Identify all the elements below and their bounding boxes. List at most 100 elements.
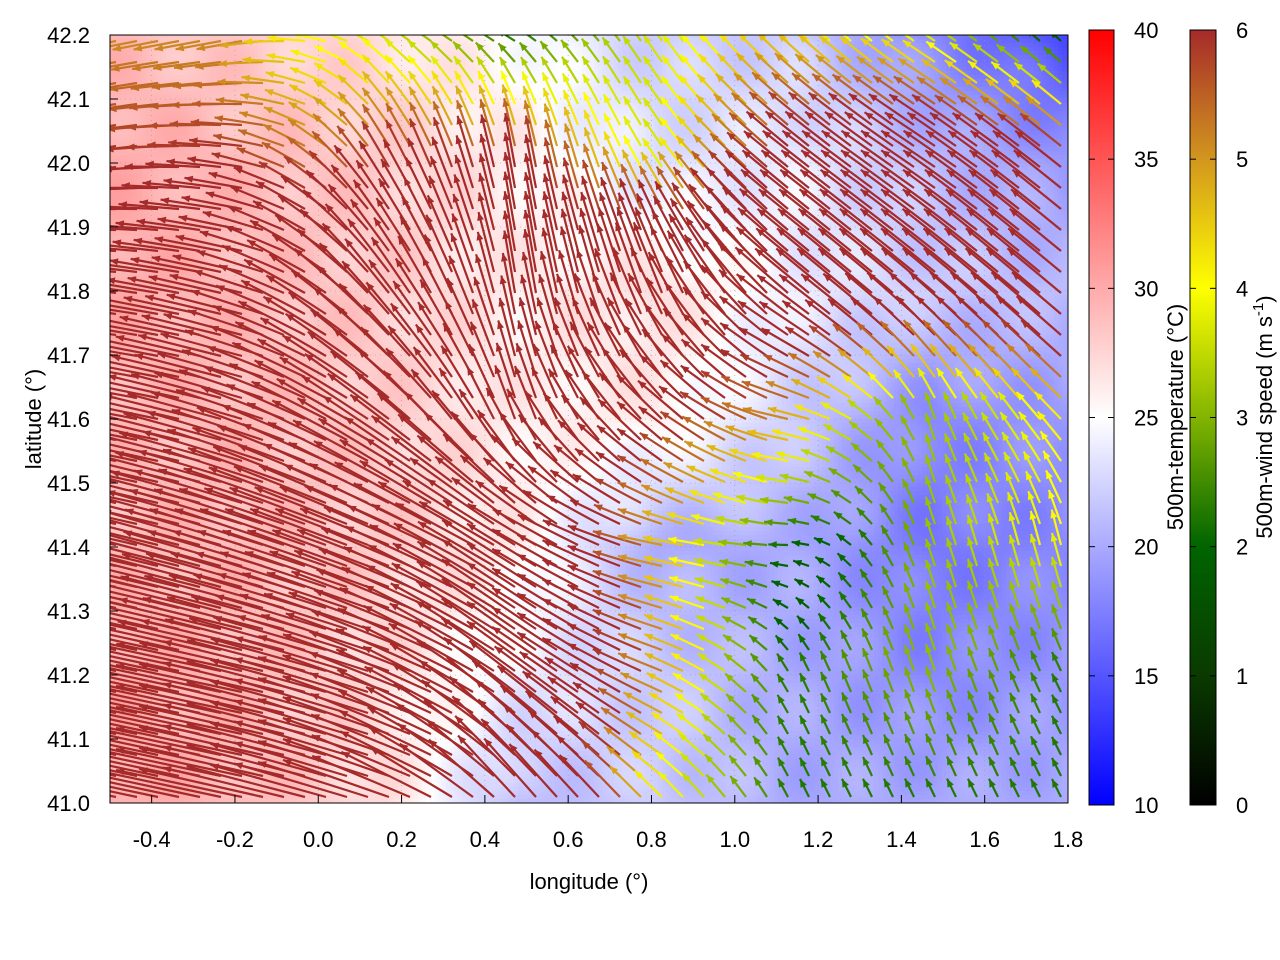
wind-arrow-head <box>1003 96 1012 105</box>
wind-arrow-shaft <box>719 322 768 357</box>
wind-arrow <box>924 149 978 189</box>
wind-arrow-head <box>162 661 172 668</box>
wind-arrow <box>790 378 831 399</box>
wind-arrow-head <box>544 119 551 129</box>
wind-arrow-head <box>58 512 67 519</box>
wind-arrow <box>822 423 852 441</box>
wind-arrow-head <box>600 177 608 187</box>
wind-arrow <box>987 535 1000 567</box>
wind-arrow <box>121 552 243 589</box>
wind-arrow-head <box>479 114 487 124</box>
wind-arrow-head <box>431 136 439 146</box>
wind-arrow-head <box>736 274 746 283</box>
wind-arrow-head <box>294 550 304 557</box>
wind-arrow <box>861 734 874 756</box>
wind-arrow-shaft <box>414 323 453 378</box>
wind-arrow <box>622 95 642 126</box>
wind-arrow-head <box>592 629 602 636</box>
wind-arrow <box>688 489 726 505</box>
wind-arrow <box>569 321 600 378</box>
wind-arrow <box>110 412 138 421</box>
wind-arrow-head <box>115 220 125 228</box>
wind-arrow <box>110 638 159 652</box>
wind-arrow <box>263 106 306 127</box>
wind-arrow-head <box>583 143 590 153</box>
wind-arrow <box>540 56 558 84</box>
wind-arrow-head <box>761 14 769 22</box>
wind-arrow <box>1030 671 1041 693</box>
wind-arrow <box>784 110 831 147</box>
wind-arrow-head <box>330 351 340 360</box>
wind-arrow-shaft <box>569 321 600 378</box>
wind-arrow-head <box>98 203 106 210</box>
wind-arrow <box>456 115 475 168</box>
wind-arrow <box>703 420 747 442</box>
wind-arrow-head <box>853 464 862 473</box>
wind-arrow-shaft <box>454 154 475 210</box>
wind-arrow <box>681 312 726 357</box>
wind-arrow-shaft <box>634 206 664 273</box>
wind-arrow-head <box>172 82 182 90</box>
wind-arrow <box>1047 489 1063 525</box>
wind-arrow <box>120 575 243 610</box>
wind-arrow <box>160 197 222 211</box>
wind-arrow-head <box>157 216 167 224</box>
wind-arrow-head <box>709 468 719 476</box>
wind-arrow <box>882 667 895 693</box>
wind-arrow <box>943 247 999 294</box>
wind-arrow-head <box>683 287 692 296</box>
wind-arrow <box>242 56 285 64</box>
wind-arrow <box>617 632 663 652</box>
wind-arrow-shaft <box>110 407 159 421</box>
wind-arrow-shaft <box>760 327 810 357</box>
wind-arrow-head <box>602 347 610 357</box>
wind-arrow <box>110 428 159 442</box>
wind-arrow <box>860 168 915 210</box>
wind-arrow-head <box>981 412 989 422</box>
wind-arrow-head <box>171 101 180 109</box>
wind-arrow-head <box>1012 169 1022 178</box>
wind-arrow <box>602 74 621 105</box>
wind-arrow <box>502 171 517 231</box>
wind-arrow-head <box>189 137 198 145</box>
wind-arrow-shaft <box>110 541 201 568</box>
wind-arrow-shaft <box>808 324 852 357</box>
wind-arrow-head <box>771 72 781 81</box>
wind-arrow <box>990 271 1041 315</box>
wind-arrow <box>110 664 138 673</box>
wind-arrow-head <box>285 313 295 322</box>
wind-arrow-head <box>130 84 140 92</box>
wind-arrow-head <box>304 353 314 362</box>
wind-arrow-shaft <box>210 658 327 694</box>
wind-arrow-head <box>34 578 43 585</box>
wind-arrow-head <box>862 691 870 701</box>
wind-arrow-head <box>220 551 230 559</box>
wind-arrow <box>385 86 411 126</box>
wind-arrow <box>848 420 873 441</box>
wind-arrow-head <box>867 272 876 281</box>
wind-arrow-head <box>127 392 137 400</box>
wind-arrow-shaft <box>720 204 768 252</box>
wind-arrow <box>441 577 516 630</box>
wind-arrow-head <box>362 38 371 47</box>
wind-arrow-shaft <box>160 198 222 211</box>
wind-arrow-head <box>187 638 196 646</box>
wind-arrow-shaft <box>166 428 264 463</box>
wind-arrow-head <box>921 59 931 67</box>
wind-arrow <box>903 644 916 672</box>
wind-arrow <box>859 207 915 252</box>
wind-arrow-head <box>747 429 757 437</box>
wind-arrow <box>311 609 411 652</box>
wind-arrow-shaft <box>110 667 222 694</box>
wind-arrow <box>399 35 411 42</box>
wind-arrow-shaft <box>680 364 726 399</box>
wind-arrow-head <box>160 332 170 340</box>
wind-arrow-shaft <box>441 35 453 42</box>
wind-arrow-shaft <box>707 150 747 189</box>
wind-arrow <box>751 71 789 105</box>
wind-arrow-shaft <box>821 35 831 42</box>
wind-arrow-shaft <box>243 258 306 294</box>
wind-arrow <box>700 264 747 315</box>
wind-arrow-head <box>327 373 337 382</box>
wind-arrow-head <box>1051 604 1059 614</box>
